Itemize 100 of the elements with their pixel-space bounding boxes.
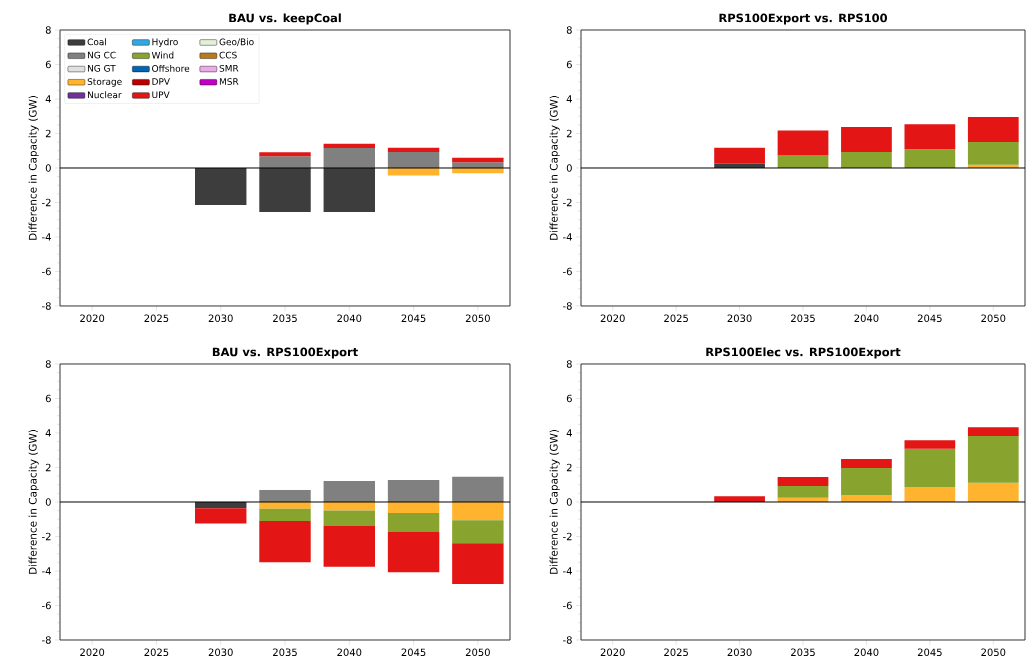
x-tick-label: 2020 [600,648,625,657]
bar [777,476,829,487]
bar [841,468,892,496]
bar [452,501,504,521]
chart-title: BAU vs. keepCoal [229,13,341,25]
bar [904,448,956,487]
bar [904,440,956,449]
y-tick-label: 8 [566,26,572,34]
bar [323,510,376,526]
x-tick-label: 2040 [854,648,879,657]
x-tick-label: 2045 [917,648,942,657]
legend-label: SMR [219,64,239,72]
bar [452,476,504,502]
bar [387,531,440,573]
bar [259,490,311,502]
y-tick-label: -2 [563,198,572,207]
x-tick-label: 2025 [664,314,688,323]
bar [452,520,504,544]
bar [904,149,956,168]
y-tick-label: 6 [566,60,572,69]
y-tick-label: -6 [563,267,572,276]
chart-title: RPS100Export vs. RPS100 [719,13,888,25]
y-axis-title: Difference in Capacity (GW) [28,429,39,574]
y-tick-label: 0 [45,164,51,172]
y-tick-label: -2 [563,532,572,541]
y-axis-title: Difference in Capacity (GW) [549,95,560,240]
y-tick-label: 4 [566,95,572,103]
bar [323,143,376,148]
legend-label: NG GT [87,64,116,72]
x-tick-label: 2050 [981,648,1006,657]
bar [777,130,829,156]
y-tick-label: -8 [42,302,51,310]
y-tick-label: -4 [563,567,572,575]
x-tick-label: 2020 [80,314,105,323]
bar [841,459,892,469]
bar [841,126,892,152]
y-tick-label: -4 [563,233,572,241]
x-tick-label: 2035 [791,314,815,323]
y-tick-label: -6 [42,267,51,276]
bar [195,167,247,206]
bar [387,147,440,152]
x-tick-label: 2035 [273,314,297,323]
y-tick-label: 6 [45,394,51,403]
y-tick-label: 2 [566,463,572,472]
y-tick-label: -2 [42,198,51,207]
y-tick-label: 2 [566,129,572,138]
legend-label: Hydro [152,38,178,47]
legend-label: Offshore [152,64,190,72]
bar [967,435,1019,483]
bar [387,151,440,168]
y-tick-label: 2 [45,463,51,472]
legend-label: NG CC [87,51,116,59]
y-tick-label: -8 [42,636,51,644]
legend-label: MSR [219,78,239,85]
y-tick-label: 4 [45,429,51,437]
bar [967,141,1019,165]
bar [323,147,376,168]
legend-label: DPV [152,78,170,85]
bar [323,167,376,212]
y-tick-label: -8 [563,636,572,644]
bar [967,482,1019,502]
y-tick-label: 2 [45,129,51,138]
x-tick-label: 2045 [401,648,426,657]
legend-label: Coal [87,38,106,46]
legend-label: Geo/Bio [219,38,254,46]
bar [387,480,440,502]
bar [967,116,1019,142]
x-tick-label: 2030 [208,648,233,657]
y-axis-title: Difference in Capacity (GW) [28,95,39,240]
bar [777,486,829,498]
y-tick-label: 4 [566,429,572,437]
y-tick-label: -6 [563,601,572,610]
y-tick-label: 8 [45,360,51,368]
x-tick-label: 2045 [917,314,942,323]
y-tick-label: 4 [45,95,51,103]
x-tick-label: 2040 [337,648,362,657]
x-tick-label: 2035 [273,648,297,657]
x-tick-label: 2030 [727,314,752,323]
legend-label: Nuclear [87,91,122,99]
x-tick-label: 2030 [727,648,752,657]
chart-title: BAU vs. RPS100Export [212,347,358,359]
bar [387,501,440,514]
bar [259,152,311,157]
y-tick-label: -4 [42,567,51,575]
x-tick-label: 2025 [144,648,169,657]
y-axis-title: Difference in Capacity (GW) [549,429,560,574]
y-tick-label: 0 [566,164,572,172]
chart-title: RPS100Elec vs. RPS100Export [706,347,901,359]
x-tick-label: 2030 [208,314,233,323]
bar [259,520,311,563]
bar [452,543,504,585]
x-tick-label: 2035 [791,648,815,657]
bar [323,481,376,502]
x-tick-label: 2020 [80,648,105,657]
y-tick-label: 6 [566,394,572,403]
bar [904,486,956,502]
x-tick-label: 2020 [600,314,625,323]
x-tick-label: 2050 [465,648,490,657]
bar [323,525,376,567]
y-tick-label: 8 [45,26,51,34]
